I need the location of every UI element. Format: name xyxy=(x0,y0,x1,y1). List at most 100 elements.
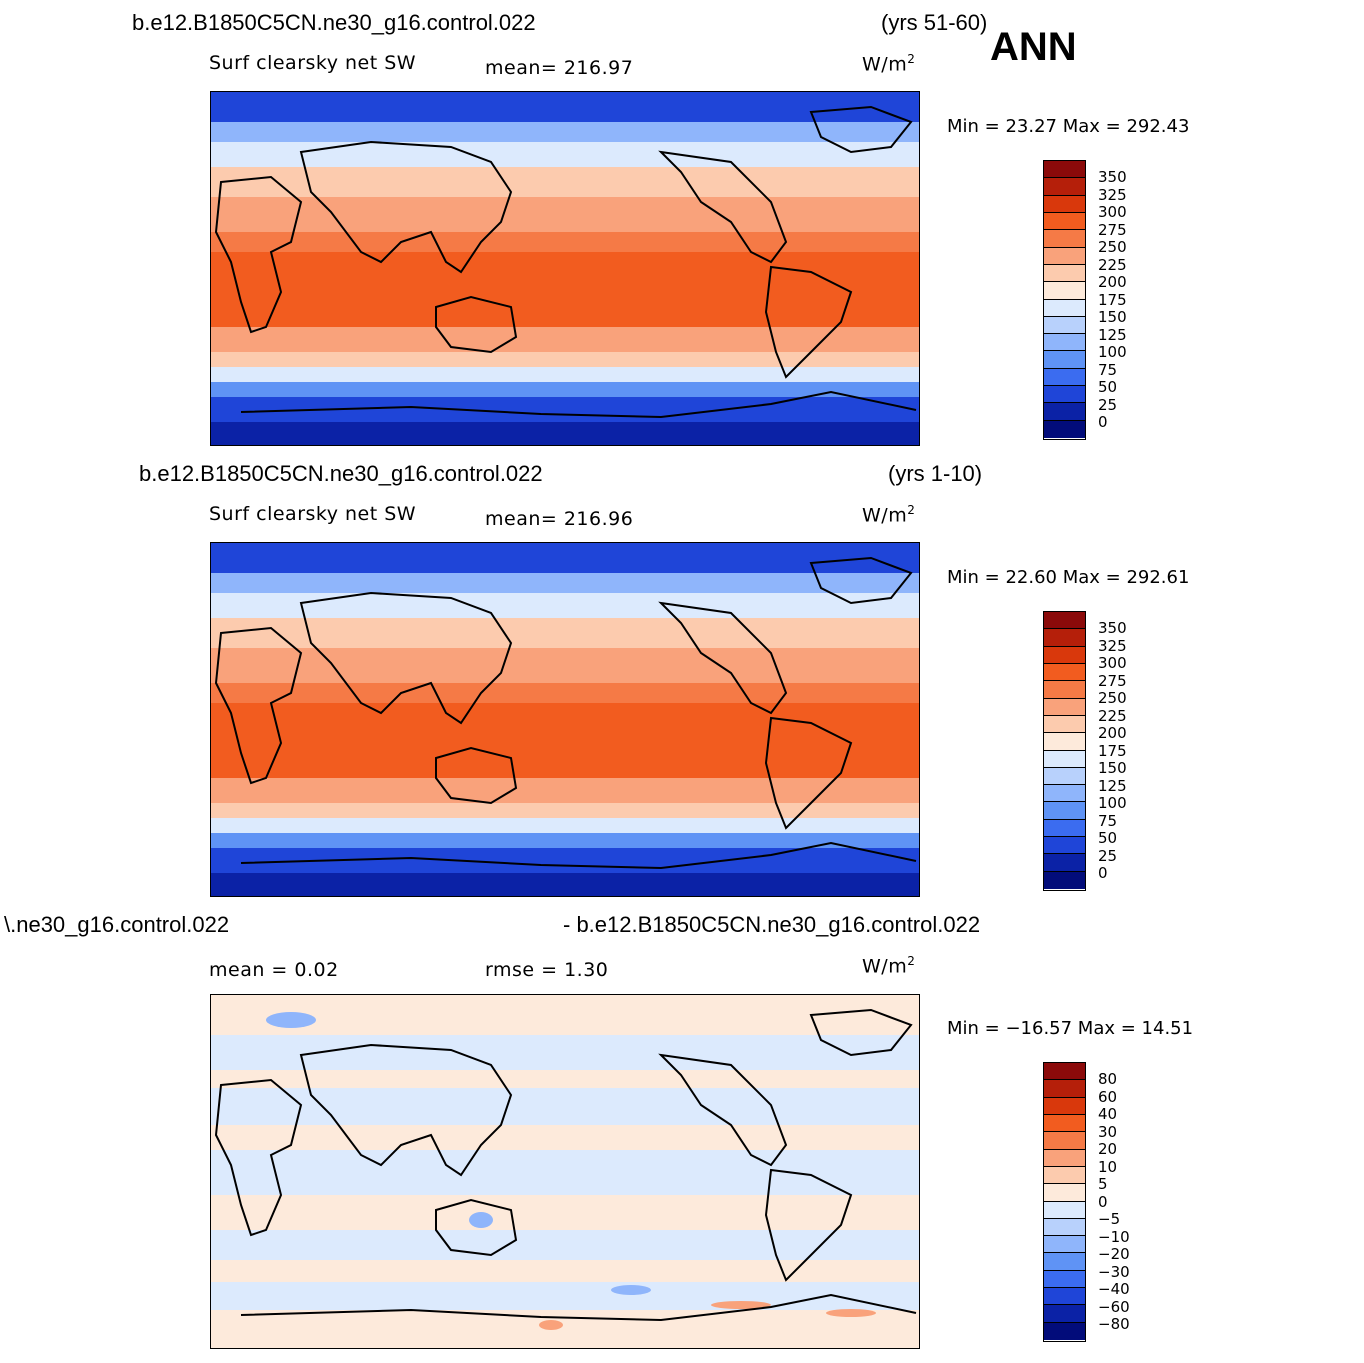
colorbar-swatch xyxy=(1044,282,1085,300)
colorbar-tick-label: 80 xyxy=(1098,1070,1118,1088)
colorbar-swatch xyxy=(1044,750,1085,768)
colorbar-tick-label: 75 xyxy=(1098,360,1118,379)
panel3-case-title-right: - b.e12.B1850C5CN.ne30_g16.control.022 xyxy=(563,912,981,937)
colorbar-swatch xyxy=(1044,871,1085,889)
colorbar-tick-label: 275 xyxy=(1098,671,1127,690)
panel1-case-title: b.e12.B1850C5CN.ne30_g16.control.022 xyxy=(132,10,536,35)
panel1-map xyxy=(210,91,920,446)
colorbar-swatch xyxy=(1044,612,1085,630)
colorbar-swatch xyxy=(1044,1322,1085,1340)
colorbar-tick-label: 25 xyxy=(1098,395,1118,414)
colorbar-tick-label: 50 xyxy=(1098,378,1118,396)
panel2-years: (yrs 1-10) xyxy=(888,461,983,486)
panel2-case-title: b.e12.B1850C5CN.ne30_g16.control.022 xyxy=(139,461,543,486)
panel3-mean: mean = 0.02 xyxy=(209,959,339,981)
colorbar-swatch xyxy=(1044,230,1085,248)
colorbar-tick-label: 100 xyxy=(1098,794,1127,812)
colorbar-swatch xyxy=(1044,1080,1085,1098)
panel1-mean: mean= 216.97 xyxy=(485,57,634,79)
colorbar-swatch xyxy=(1044,1166,1085,1185)
panel2-colorbar xyxy=(1043,611,1086,891)
colorbar-tick-label: 5 xyxy=(1098,1175,1108,1193)
colorbar-swatch xyxy=(1044,1201,1085,1219)
colorbar-tick-label: 60 xyxy=(1098,1087,1118,1106)
panel3-map-field xyxy=(211,995,919,1348)
colorbar-swatch xyxy=(1044,178,1085,196)
colorbar-tick-label: 175 xyxy=(1098,290,1127,309)
panel3-minmax: Min = −16.57 Max = 14.51 xyxy=(947,1018,1194,1039)
colorbar-swatch xyxy=(1044,1288,1085,1306)
panel3-colorbar xyxy=(1043,1062,1086,1342)
colorbar-tick-label: −30 xyxy=(1098,1262,1130,1281)
panel1-minmax: Min = 23.27 Max = 292.43 xyxy=(947,116,1190,137)
colorbar-tick-label: 75 xyxy=(1098,811,1118,830)
colorbar-swatch xyxy=(1044,195,1085,213)
colorbar-swatch xyxy=(1044,698,1085,716)
colorbar-tick-label: 50 xyxy=(1098,829,1118,847)
colorbar-swatch xyxy=(1044,819,1085,838)
colorbar-swatch xyxy=(1044,1218,1085,1237)
panel2-map-field xyxy=(211,543,919,896)
colorbar-tick-label: 250 xyxy=(1098,689,1127,707)
colorbar-tick-label: 200 xyxy=(1098,724,1127,742)
colorbar-swatch xyxy=(1044,646,1085,664)
colorbar-swatch xyxy=(1044,299,1085,317)
colorbar-tick-label: 325 xyxy=(1098,636,1127,655)
colorbar-tick-label: 100 xyxy=(1098,343,1127,361)
colorbar-swatch xyxy=(1044,1063,1085,1081)
colorbar-swatch xyxy=(1044,663,1085,682)
colorbar-swatch xyxy=(1044,420,1085,438)
colorbar-swatch xyxy=(1044,1236,1085,1254)
colorbar-tick-label: 150 xyxy=(1098,308,1127,326)
panel1-units: W/m2 xyxy=(862,52,916,76)
colorbar-swatch xyxy=(1044,854,1085,872)
colorbar-swatch xyxy=(1044,1270,1085,1289)
colorbar-swatch xyxy=(1044,1097,1085,1115)
colorbar-swatch xyxy=(1044,264,1085,283)
coastlines xyxy=(214,556,917,870)
panel2-mean: mean= 216.96 xyxy=(485,508,634,530)
colorbar-tick-label: 325 xyxy=(1098,185,1127,204)
colorbar-tick-label: 0 xyxy=(1098,864,1108,882)
colorbar-tick-label: 10 xyxy=(1098,1157,1118,1176)
colorbar-swatch xyxy=(1044,629,1085,647)
colorbar-tick-label: 200 xyxy=(1098,273,1127,291)
panel1-map-field xyxy=(211,92,919,445)
panel2-variable: Surf clearsky net SW xyxy=(209,503,417,525)
panel2-minmax: Min = 22.60 Max = 292.61 xyxy=(947,567,1190,588)
colorbar-tick-label: 250 xyxy=(1098,238,1127,256)
colorbar-tick-label: −10 xyxy=(1098,1227,1130,1246)
colorbar-tick-label: 25 xyxy=(1098,846,1118,865)
colorbar-swatch xyxy=(1044,247,1085,265)
colorbar-swatch xyxy=(1044,1305,1085,1323)
colorbar-swatch xyxy=(1044,403,1085,421)
colorbar-swatch xyxy=(1044,715,1085,734)
colorbar-swatch xyxy=(1044,681,1085,699)
colorbar-tick-label: 40 xyxy=(1098,1105,1118,1123)
colorbar-tick-label: −60 xyxy=(1098,1297,1130,1316)
colorbar-tick-label: 300 xyxy=(1098,654,1127,672)
panel1-variable: Surf clearsky net SW xyxy=(209,52,417,74)
colorbar-swatch xyxy=(1044,212,1085,231)
colorbar-tick-label: −80 xyxy=(1098,1315,1130,1333)
panel2-map xyxy=(210,542,920,897)
colorbar-swatch xyxy=(1044,1184,1085,1202)
colorbar-tick-label: −5 xyxy=(1098,1210,1121,1228)
colorbar-tick-label: 0 xyxy=(1098,413,1108,431)
colorbar-swatch xyxy=(1044,785,1085,803)
coastlines xyxy=(214,1008,917,1322)
colorbar-swatch xyxy=(1044,161,1085,179)
colorbar-swatch xyxy=(1044,733,1085,751)
colorbar-tick-label: 225 xyxy=(1098,255,1127,274)
colorbar-tick-label: −40 xyxy=(1098,1280,1130,1298)
colorbar-tick-label: 275 xyxy=(1098,220,1127,239)
colorbar-tick-label: 20 xyxy=(1098,1140,1118,1158)
colorbar-swatch xyxy=(1044,1114,1085,1133)
panel1-years: (yrs 51-60) xyxy=(881,10,988,35)
colorbar-tick-label: 350 xyxy=(1098,619,1127,637)
panel1-colorbar xyxy=(1043,160,1086,440)
colorbar-tick-label: 150 xyxy=(1098,759,1127,777)
colorbar-tick-label: 125 xyxy=(1098,776,1127,795)
colorbar-tick-label: 300 xyxy=(1098,203,1127,221)
panel3-case-title-left: \.ne30_g16.control.022 xyxy=(4,912,230,937)
